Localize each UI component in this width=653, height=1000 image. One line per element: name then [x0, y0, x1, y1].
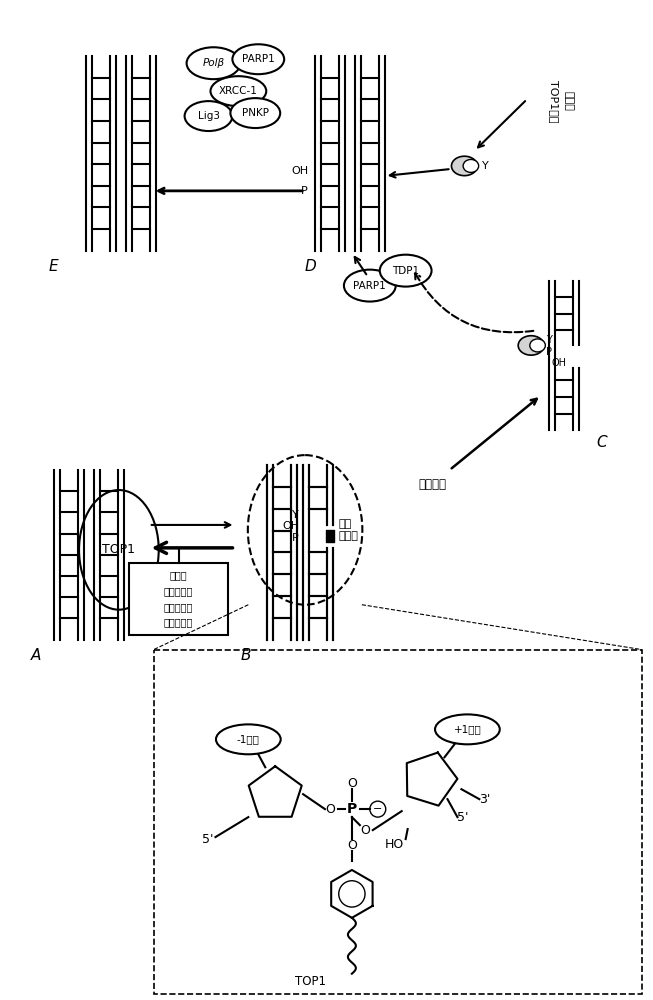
- Text: P: P: [347, 802, 357, 816]
- Ellipse shape: [216, 724, 281, 754]
- Text: P: P: [301, 186, 308, 196]
- Ellipse shape: [530, 339, 545, 352]
- Text: OH: OH: [291, 166, 308, 176]
- Text: TOP1衍生: TOP1衍生: [549, 80, 559, 122]
- Text: 5': 5': [458, 811, 469, 824]
- Text: XRCC-1: XRCC-1: [219, 86, 258, 96]
- Text: −: −: [373, 804, 383, 814]
- Text: TDP1: TDP1: [392, 266, 419, 276]
- Ellipse shape: [187, 47, 240, 79]
- Text: 3': 3': [479, 793, 490, 806]
- Bar: [153, 650, 642, 994]
- Text: Y: Y: [483, 161, 489, 171]
- Text: A: A: [31, 648, 41, 663]
- Text: D: D: [304, 259, 316, 274]
- Text: 咀啦替等碱: 咀啦替等碱: [164, 618, 193, 628]
- Text: O: O: [347, 777, 357, 790]
- Text: E: E: [48, 259, 58, 274]
- Text: P: P: [546, 347, 552, 357]
- Text: TOP1: TOP1: [295, 975, 326, 988]
- Ellipse shape: [248, 455, 362, 605]
- Text: P: P: [293, 533, 299, 543]
- Ellipse shape: [463, 159, 479, 172]
- Text: O: O: [347, 839, 357, 852]
- Text: 切割
复合物: 切割 复合物: [339, 519, 358, 541]
- Ellipse shape: [210, 76, 266, 106]
- Text: PARP1: PARP1: [353, 281, 386, 291]
- Ellipse shape: [79, 490, 159, 610]
- Text: Y: Y: [546, 335, 552, 345]
- Text: 蛋白水解: 蛋白水解: [419, 478, 447, 491]
- Ellipse shape: [185, 101, 232, 131]
- Ellipse shape: [380, 255, 432, 287]
- Text: 的多肽: 的多肽: [564, 91, 574, 111]
- Text: TOP1: TOP1: [103, 543, 135, 556]
- Text: +1碱基: +1碱基: [454, 724, 481, 734]
- Ellipse shape: [344, 270, 396, 302]
- Text: O: O: [325, 803, 335, 816]
- Text: OH: OH: [282, 521, 299, 531]
- Text: OH: OH: [551, 358, 566, 368]
- Text: HO: HO: [385, 838, 404, 851]
- Text: Polβ: Polβ: [202, 58, 225, 68]
- Text: O: O: [360, 824, 370, 837]
- Text: -1碱基: -1碱基: [237, 734, 260, 744]
- Ellipse shape: [518, 336, 544, 355]
- Text: B: B: [240, 648, 251, 663]
- Text: 拓扑替等碱: 拓扑替等碱: [164, 586, 193, 596]
- Text: PNKP: PNKP: [242, 108, 269, 118]
- Text: Lig3: Lig3: [197, 111, 219, 121]
- Ellipse shape: [451, 156, 477, 176]
- Text: C: C: [596, 435, 607, 450]
- Text: 贝洛替等碱: 贝洛替等碱: [164, 602, 193, 612]
- Text: Y: Y: [293, 510, 299, 520]
- Ellipse shape: [435, 714, 500, 744]
- Text: 喜树碱: 喜树碱: [170, 570, 187, 580]
- Text: PARP1: PARP1: [242, 54, 275, 64]
- Ellipse shape: [232, 44, 284, 74]
- Ellipse shape: [231, 98, 280, 128]
- Text: 5': 5': [202, 833, 214, 846]
- Bar: [129, 563, 229, 635]
